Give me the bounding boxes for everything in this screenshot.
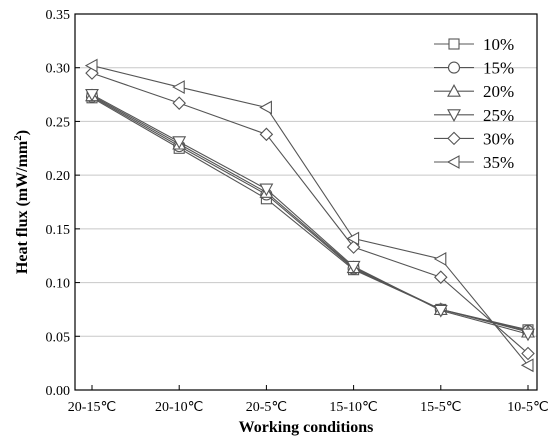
data-point bbox=[521, 328, 535, 342]
series-triangle-down bbox=[85, 89, 535, 342]
data-point bbox=[346, 231, 360, 246]
x-tick-label: 15-10℃ bbox=[329, 400, 377, 415]
legend-item: 30% bbox=[434, 129, 514, 148]
x-axis-title: Working conditions bbox=[239, 419, 374, 436]
legend-label: 35% bbox=[483, 153, 514, 172]
legend-item: 20% bbox=[434, 82, 514, 101]
y-tick-label: 0.00 bbox=[46, 384, 71, 399]
axis-layer: 0.00 0.05 0.10 0.15 0.20 0.25 0.30 0.35 20-15℃ 20… bbox=[46, 8, 549, 415]
x-tick-label: 15-5℃ bbox=[420, 400, 461, 415]
data-point bbox=[172, 136, 187, 149]
series-line bbox=[91, 95, 529, 333]
x-tick-label: 20-10℃ bbox=[155, 400, 203, 415]
data-point bbox=[172, 96, 186, 110]
y-tick-label: 0.15 bbox=[46, 223, 71, 238]
data-point bbox=[434, 270, 448, 284]
legend-marker bbox=[448, 38, 460, 50]
series-diamond bbox=[85, 66, 535, 361]
y-axis-title-close: ) bbox=[14, 130, 31, 135]
data-point bbox=[172, 80, 185, 94]
legend-label: 30% bbox=[483, 129, 514, 148]
plot-frame bbox=[74, 13, 538, 391]
data-point bbox=[433, 304, 448, 318]
series-triangle-left bbox=[84, 58, 534, 373]
grid-layer bbox=[75, 67, 537, 337]
y-axis-title-main: Heat flux (mW/mm bbox=[14, 140, 31, 274]
series-line bbox=[91, 65, 529, 366]
legend-label: 25% bbox=[483, 106, 514, 125]
data-point bbox=[521, 346, 535, 361]
legend-label: 10% bbox=[483, 35, 514, 54]
legend-label: 20% bbox=[483, 82, 514, 101]
y-tick-label: 0.35 bbox=[46, 8, 71, 23]
series-line bbox=[91, 72, 529, 354]
data-point bbox=[433, 252, 447, 266]
legend-item: 25% bbox=[434, 106, 514, 125]
series-layer bbox=[84, 58, 535, 373]
legend-marker bbox=[446, 155, 460, 169]
data-point bbox=[85, 89, 99, 102]
legend-item: 10% bbox=[434, 35, 514, 54]
series-line bbox=[91, 97, 529, 331]
legend-marker bbox=[447, 131, 461, 146]
y-axis-title-superscript: 2 bbox=[12, 135, 24, 141]
legend: 10% 15% 20% 25% 30% 35% bbox=[434, 35, 514, 172]
legend-marker bbox=[447, 61, 461, 74]
legend-label: 15% bbox=[483, 59, 514, 78]
series-line bbox=[91, 94, 529, 335]
x-tick-label: 20-5℃ bbox=[246, 400, 287, 415]
data-point bbox=[84, 58, 98, 73]
y-tick-label: 0.05 bbox=[46, 330, 71, 345]
data-point bbox=[346, 260, 361, 274]
y-tick-label: 0.30 bbox=[46, 62, 71, 77]
legend-item: 35% bbox=[434, 153, 514, 172]
legend-item: 15% bbox=[434, 59, 514, 78]
y-tick-label: 0.20 bbox=[46, 169, 71, 184]
data-point bbox=[346, 240, 361, 254]
x-tick-label: 20-15℃ bbox=[68, 400, 116, 415]
legend-marker bbox=[447, 109, 461, 122]
data-point bbox=[520, 358, 534, 373]
data-point bbox=[259, 183, 274, 197]
series-square bbox=[86, 92, 534, 336]
x-tick-label: 10-5℃ bbox=[507, 400, 548, 415]
data-point bbox=[259, 100, 272, 115]
y-tick-label: 0.25 bbox=[46, 115, 71, 130]
y-tick-label: 0.10 bbox=[46, 277, 71, 292]
y-axis-title: Heat flux (mW/mm2) bbox=[12, 130, 31, 274]
data-point bbox=[259, 127, 274, 142]
legend-marker bbox=[447, 84, 461, 97]
